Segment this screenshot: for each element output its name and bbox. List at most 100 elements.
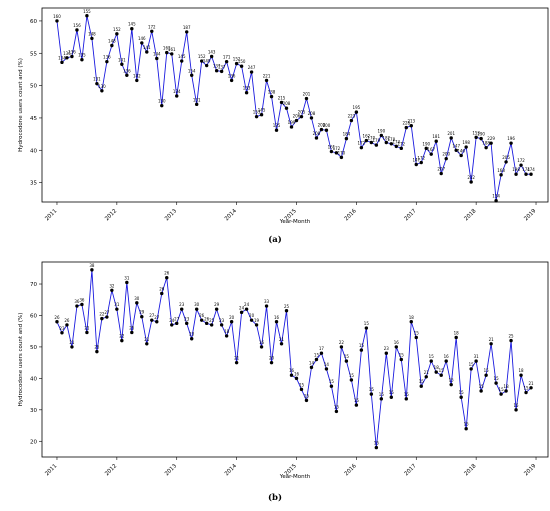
panel-b-data-label: 15 — [464, 422, 470, 427]
panel-a-x-axis-label: Year-Month — [279, 219, 311, 225]
panel-b-data-label: 18 — [504, 384, 510, 389]
panel-a-data-point — [464, 145, 468, 149]
panel-a-x-tick-label: 2011 — [44, 208, 58, 222]
panel-b-data-label: 15 — [334, 404, 340, 409]
panel-b-data-point — [264, 304, 269, 308]
panel-b-data-point — [95, 349, 99, 354]
panel-b-data-point — [105, 315, 109, 319]
panel-b-data-label: 16 — [444, 354, 450, 359]
panel-a-data-point — [165, 50, 169, 55]
panel-b-data-label: 33 — [264, 299, 270, 304]
panel-a-data-point — [309, 116, 314, 120]
panel-a-data-label: 152 — [113, 27, 121, 32]
panel-b-data-label: 22 — [99, 312, 105, 317]
panel-a-data-label: 172 — [333, 146, 341, 151]
panel-b-data-label: 21 — [69, 340, 75, 345]
panel-a-data-label: 136 — [228, 73, 236, 78]
panel-a-data-label: 137 — [213, 64, 221, 69]
panel-a-data-point — [110, 43, 114, 48]
panel-a-data-label: 142 — [133, 73, 141, 78]
panel-b-y-tick-label: 30 — [30, 408, 37, 414]
panel-a-x-tick-label: 2016 — [344, 208, 358, 222]
panel-a-data-label: 137 — [218, 64, 226, 69]
panel-a-data-point — [514, 172, 518, 176]
panel-b-data-point — [504, 389, 508, 393]
panel-b-data-point — [359, 348, 364, 352]
panel-b-data-point — [384, 351, 389, 355]
panel-b-data-point — [489, 342, 493, 346]
panel-b-data-label: 18 — [224, 329, 230, 334]
panel-a-data-label: 206 — [293, 114, 301, 119]
panel-b-data-label: 15 — [523, 386, 529, 391]
panel-a-data-point — [354, 110, 359, 114]
panel-b-caption-label: (b) — [268, 492, 282, 503]
panel-a-data-label: 141 — [143, 45, 151, 50]
chart-panel-b: 2011 2012 2013 2014 2015 2016 2017 2018 20192030… — [18, 261, 549, 503]
panel-b-data-point — [234, 360, 239, 365]
panel-b-data-label: 25 — [284, 304, 290, 309]
panel-a-data-label: 170 — [338, 150, 346, 155]
panel-b-data-point — [110, 288, 114, 293]
panel-b-data-point — [75, 304, 79, 308]
panel-a-series-line — [56, 15, 532, 201]
panel-b-data-label: 27 — [154, 315, 160, 320]
panel-b-data-point — [374, 445, 379, 450]
panel-a-data-point — [185, 30, 189, 34]
panel-a-data-point — [150, 29, 154, 33]
panel-a-data-point — [155, 56, 159, 61]
panel-a-data-label: 182 — [382, 136, 390, 141]
panel-a-data-label: 146 — [138, 36, 146, 41]
panel-b-x-tick-label: 2016 — [344, 463, 358, 477]
panel-a-y-tick-label: 60 — [30, 19, 37, 25]
panel-a-data-point — [344, 136, 349, 141]
panel-a-data-label: 196 — [507, 136, 515, 141]
panel-a-data-point — [80, 58, 84, 62]
panel-b-data-label: 15 — [439, 368, 445, 373]
panel-b-data-point — [424, 375, 428, 379]
panel-b-data-point — [214, 307, 219, 311]
panel-b-data-point — [199, 318, 204, 322]
panel-b-y-axis-label: Hydrocodone users count and (%) — [18, 313, 24, 407]
panel-a-data-label: 131 — [193, 97, 201, 102]
panel-a-data-point — [334, 151, 339, 155]
panel-a-data-point — [449, 136, 453, 140]
panel-b-data-point — [249, 318, 254, 322]
panel-a-data-label: 208 — [308, 111, 316, 116]
panel-a-data-label: 143 — [208, 50, 216, 55]
panel-b-data-point — [269, 360, 274, 365]
panel-b-data-point — [254, 323, 259, 327]
panel-a-data-point — [499, 173, 503, 177]
panel-a-data-label: 149 — [203, 59, 211, 64]
panel-b-data-label: 15 — [379, 392, 385, 397]
panel-a-data-label: 136 — [123, 68, 131, 73]
panel-a-data-point — [284, 106, 289, 110]
panel-b-data-label: 15 — [304, 393, 310, 398]
panel-a-data-point — [214, 69, 219, 73]
panel-b-data-point — [175, 321, 179, 326]
panel-a-data-point — [304, 96, 309, 101]
panel-b-data-point — [194, 307, 199, 311]
panel-b-data-point — [180, 307, 184, 311]
panel-a-data-label: 154 — [188, 68, 196, 73]
panel-b-data-label: 21 — [234, 356, 240, 361]
panel-a-data-point — [529, 172, 533, 176]
panel-a-data-point — [294, 118, 299, 123]
panel-a-data-label: 205 — [502, 155, 510, 160]
panel-a-data-label: 155 — [83, 9, 91, 14]
panel-b-data-label: 22 — [339, 340, 345, 345]
panel-b-data-label: 16 — [259, 340, 265, 345]
panel-b-x-tick-label: 2018 — [463, 463, 477, 477]
panel-b-data-point — [509, 338, 513, 343]
panel-b-data-label: 23 — [59, 326, 65, 331]
panel-b-data-label: 15 — [414, 330, 420, 335]
panel-b-data-point — [499, 392, 503, 396]
panel-a-data-label: 229 — [487, 136, 495, 141]
panel-b-data-label: 15 — [404, 392, 410, 397]
panel-b-data-point — [529, 386, 533, 390]
panel-b-data-label: 24 — [239, 305, 245, 310]
panel-b-data-label: 27 — [149, 313, 155, 318]
panel-a-data-point — [384, 140, 389, 145]
panel-a-data-point — [474, 135, 478, 140]
panel-a-y-tick-label: 40 — [30, 148, 37, 154]
